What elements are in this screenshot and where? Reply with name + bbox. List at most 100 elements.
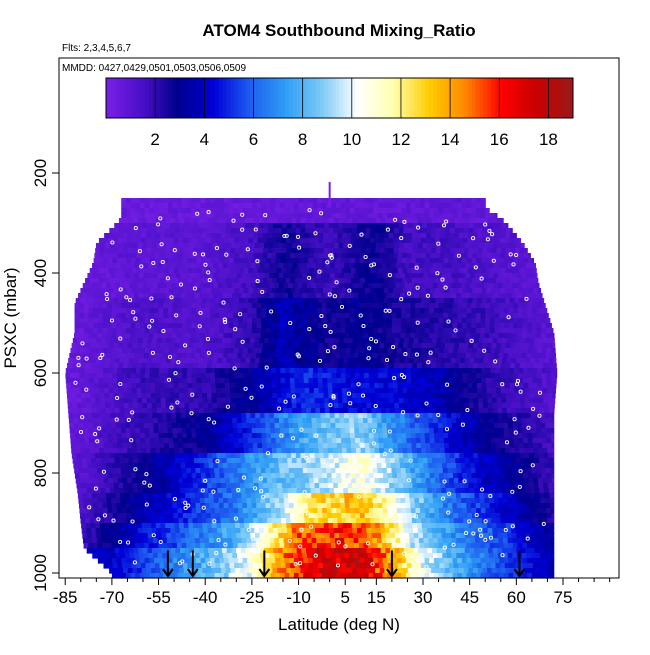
heatmap-cell — [508, 303, 514, 309]
heatmap-cell — [160, 398, 166, 404]
heatmap-cell — [429, 313, 435, 319]
heatmap-cell — [484, 423, 490, 429]
heatmap-cell — [234, 393, 241, 399]
heatmap-cell — [136, 298, 142, 304]
heatmap-cell — [359, 368, 366, 374]
heatmap-cell — [383, 348, 389, 354]
heatmap-cell — [178, 393, 185, 399]
heatmap-cell — [281, 363, 287, 369]
heatmap-cell — [435, 228, 442, 234]
heatmap-cell — [238, 373, 244, 379]
heatmap-cell — [386, 263, 392, 269]
heatmap-cell — [261, 198, 267, 204]
heatmap-cell — [354, 258, 361, 264]
heatmap-cell — [305, 403, 312, 409]
heatmap-cell — [189, 408, 195, 414]
heatmap-cell — [339, 293, 345, 299]
heatmap-cell — [94, 343, 101, 349]
heatmap-cell — [531, 353, 537, 359]
heatmap-cell — [275, 348, 282, 354]
heatmap-cell — [380, 408, 387, 414]
heatmap-cell — [261, 258, 267, 264]
heatmap-cell — [120, 353, 126, 359]
heatmap-cell — [249, 223, 255, 229]
heatmap-cell — [254, 243, 260, 249]
heatmap-cell — [123, 228, 129, 234]
heatmap-cell — [254, 218, 260, 224]
heatmap-cell — [398, 398, 404, 404]
heatmap-cell — [251, 353, 257, 359]
heatmap-cell — [472, 238, 478, 244]
heatmap-cell — [200, 328, 206, 334]
heatmap-cell — [478, 223, 484, 229]
heatmap-cell — [438, 433, 445, 439]
heatmap-cell — [338, 338, 345, 344]
heatmap-cell — [100, 338, 107, 344]
heatmap-cell — [284, 433, 291, 439]
heatmap-cell — [413, 338, 419, 344]
heatmap-cell — [486, 383, 492, 389]
heatmap-cell — [217, 403, 223, 409]
heatmap-cell — [539, 403, 545, 409]
heatmap-cell — [535, 333, 542, 339]
heatmap-cell — [172, 328, 178, 334]
heatmap-cell — [253, 288, 259, 294]
heatmap-cell — [176, 293, 182, 299]
heatmap-cell — [245, 403, 251, 409]
heatmap-cell — [96, 293, 102, 299]
heatmap-cell — [318, 443, 324, 449]
heatmap-cell — [259, 413, 266, 419]
heatmap-cell — [466, 313, 472, 319]
heatmap-cell — [550, 323, 552, 329]
heatmap-cell — [229, 288, 235, 294]
heatmap-cell — [220, 393, 227, 399]
heatmap-cell — [275, 328, 281, 334]
heatmap-cell — [307, 323, 314, 329]
heatmap-cell — [445, 228, 451, 234]
heatmap-cell — [256, 308, 262, 314]
heatmap-cell — [532, 258, 535, 264]
heatmap-cell — [436, 358, 443, 364]
heatmap-cell — [229, 238, 235, 244]
heatmap-cell — [477, 388, 483, 394]
heatmap-cell — [101, 283, 107, 289]
heatmap-cell — [83, 303, 90, 309]
heatmap-cell — [468, 343, 474, 349]
heatmap-cell — [163, 303, 169, 309]
heatmap-cell — [440, 393, 446, 399]
heatmap-cell — [146, 398, 152, 404]
heatmap-cell — [243, 438, 249, 444]
heatmap-cell — [232, 263, 238, 269]
heatmap-cell — [514, 343, 521, 349]
heatmap-cell — [415, 348, 422, 354]
heatmap-cell — [117, 253, 123, 259]
heatmap-cell — [280, 373, 286, 379]
heatmap-cell — [454, 398, 460, 404]
heatmap-cell — [420, 238, 427, 244]
heatmap-cell — [236, 338, 242, 344]
heatmap-cell — [422, 223, 428, 229]
heatmap-cell — [476, 378, 482, 384]
heatmap-cell — [383, 238, 389, 244]
heatmap-cell — [260, 263, 266, 269]
heatmap-cell — [190, 273, 196, 279]
heatmap-cell — [162, 293, 168, 299]
heatmap-cell — [193, 248, 199, 254]
heatmap-cell — [231, 243, 237, 249]
heatmap-cell — [318, 448, 324, 454]
heatmap-cell — [396, 318, 402, 324]
heatmap-cell — [142, 338, 149, 344]
heatmap-cell — [475, 353, 481, 359]
heatmap-cell — [449, 248, 456, 254]
heatmap-cell — [469, 358, 475, 364]
heatmap-cell — [136, 288, 142, 294]
heatmap-cell — [447, 213, 454, 219]
heatmap-cell — [506, 338, 513, 344]
heatmap-cell — [499, 328, 505, 334]
heatmap-cell — [472, 383, 478, 389]
heatmap-cell — [117, 268, 123, 274]
heatmap-cell — [342, 218, 349, 224]
heatmap-cell — [139, 198, 146, 204]
heatmap-cell — [90, 393, 96, 399]
heatmap-cell — [173, 278, 179, 284]
